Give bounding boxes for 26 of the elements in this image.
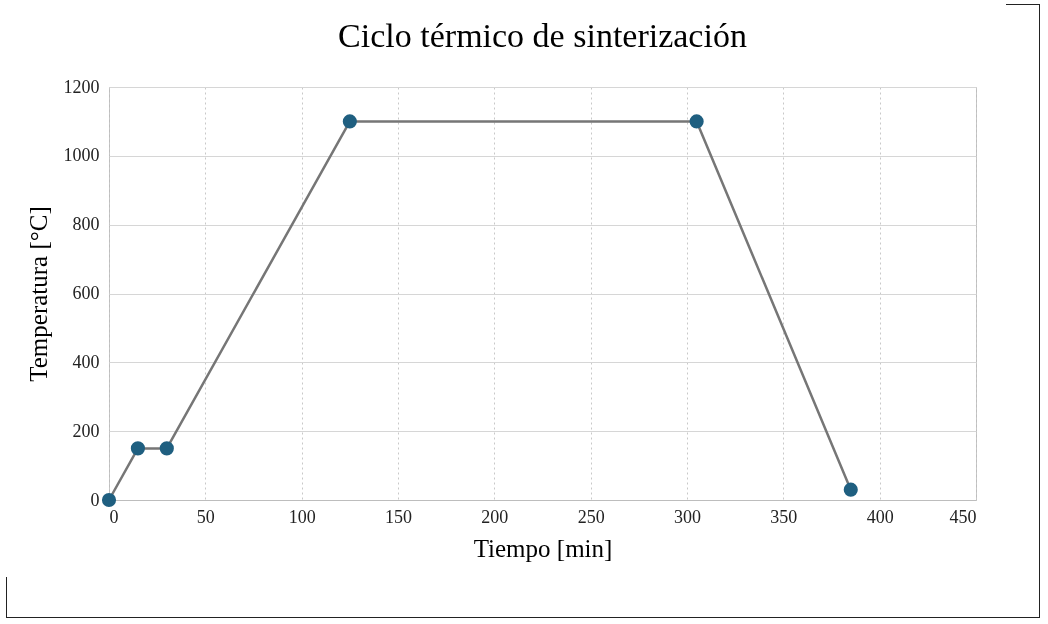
chart-title: Ciclo térmico de sinterización <box>338 17 747 54</box>
point <box>342 114 357 129</box>
y-tick-label: 0 <box>90 489 100 510</box>
point <box>159 441 174 456</box>
y-tick-label: 1200 <box>63 76 100 97</box>
y-tick-label: 200 <box>72 420 100 441</box>
y-tick-label: 600 <box>72 283 100 303</box>
x-tick-label: 0 <box>109 506 119 527</box>
y-tick-label: 1000 <box>63 145 100 166</box>
x-tick-label: 150 <box>385 506 412 527</box>
x-tick-label: 400 <box>866 506 894 527</box>
point <box>843 482 858 497</box>
point <box>689 114 704 129</box>
x-tick-label: 350 <box>770 506 798 527</box>
x-tick-label: 450 <box>949 506 977 527</box>
x-tick-label: 100 <box>288 506 316 527</box>
x-tick-label: 300 <box>674 506 701 527</box>
y-axis-title: Temperatura [°C] <box>24 206 52 382</box>
x-axis-title: Tiempo [min] <box>473 534 613 562</box>
x-tick-label: 200 <box>481 506 509 527</box>
x-tick-label: 50 <box>196 506 215 527</box>
point <box>130 441 145 456</box>
point <box>101 492 117 508</box>
y-tick-label: 400 <box>72 351 100 372</box>
x-tick-label: 250 <box>577 506 605 527</box>
y-tick-label: 800 <box>72 214 100 235</box>
